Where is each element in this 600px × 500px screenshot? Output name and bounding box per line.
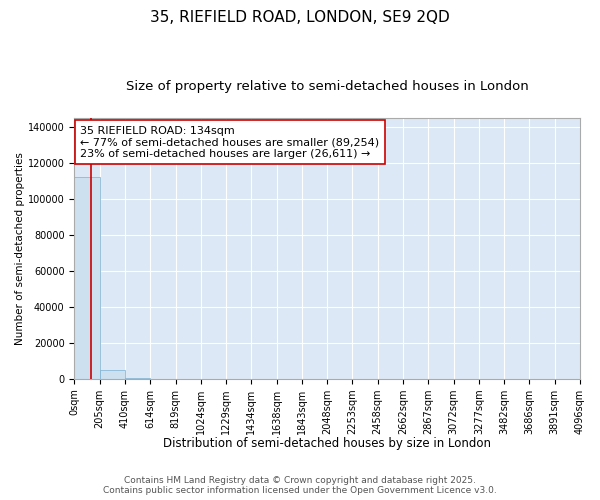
- Y-axis label: Number of semi-detached properties: Number of semi-detached properties: [15, 152, 25, 345]
- Title: Size of property relative to semi-detached houses in London: Size of property relative to semi-detach…: [126, 80, 529, 93]
- Text: Contains HM Land Registry data © Crown copyright and database right 2025.
Contai: Contains HM Land Registry data © Crown c…: [103, 476, 497, 495]
- Bar: [100, 370, 125, 379]
- Text: 35, RIEFIELD ROAD, LONDON, SE9 2QD: 35, RIEFIELD ROAD, LONDON, SE9 2QD: [150, 10, 450, 25]
- Text: 35 RIEFIELD ROAD: 134sqm
← 77% of semi-detached houses are smaller (89,254)
23% : 35 RIEFIELD ROAD: 134sqm ← 77% of semi-d…: [80, 126, 379, 159]
- X-axis label: Distribution of semi-detached houses by size in London: Distribution of semi-detached houses by …: [163, 437, 491, 450]
- Bar: [125, 378, 150, 379]
- Bar: [74, 177, 100, 379]
